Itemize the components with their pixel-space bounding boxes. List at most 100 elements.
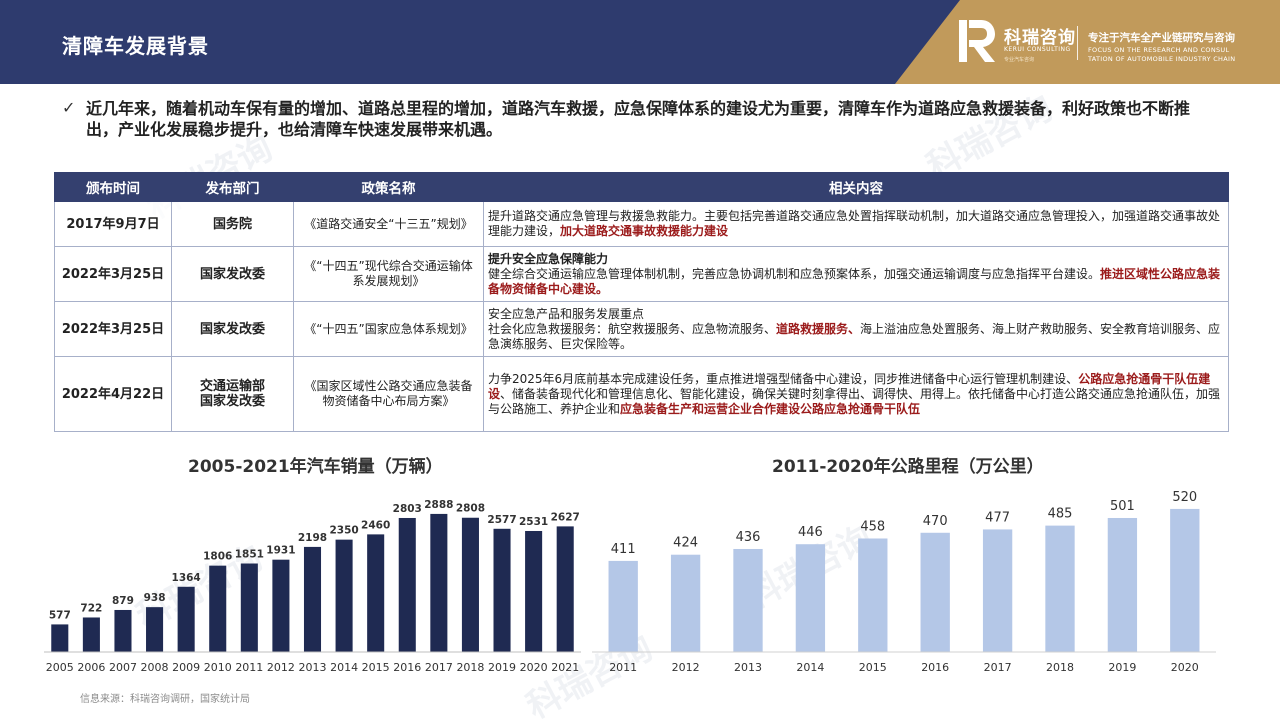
bar — [920, 532, 950, 652]
bar — [114, 609, 132, 652]
bar — [209, 565, 227, 652]
content-text: 海上溢油应急处置服务、海上财产救助服务、安全教育培训服务、应急演练服务、巨灾保险… — [488, 321, 1221, 351]
content-text: 提升安全应急保障能力 — [488, 251, 609, 266]
bar — [733, 548, 763, 652]
bar — [1170, 508, 1200, 652]
page-title: 清障车发展背景 — [62, 34, 209, 58]
table-row: 2022年3月25日 国家发改委 《“十四五”国家应急体系规划》 安全应急产品和服务发… — [54, 301, 1229, 357]
content-text: 安全应急产品和服务发展重点 — [488, 306, 645, 321]
table-row: 2022年4月22日 交通运输部 国家发改委 《国家区域性公路交通应急装备物资储备中心… — [54, 356, 1229, 432]
column-header-department: 发布部门 — [171, 172, 294, 202]
bar — [272, 559, 290, 652]
x-tick-label: 2005 — [46, 661, 74, 674]
bar — [240, 563, 258, 652]
tagline-english-line-2: TATION OF AUTOMOBILE INDUSTRY CHAIN — [1088, 55, 1236, 63]
data-label: 577 — [49, 609, 71, 621]
content-text: 健全综合交通运输应急管理体制机制，完善应急协调机制和应急预案体系，加强交通运输调… — [488, 266, 1101, 281]
cell-date: 2022年3月25日 — [54, 301, 172, 357]
bar — [146, 607, 164, 652]
bar — [982, 529, 1013, 652]
x-tick-label: 2019 — [488, 661, 516, 674]
tagline-english-line-1: FOCUS ON THE RESEARCH AND CONSUL — [1088, 46, 1230, 54]
column-header-policy-name: 政策名称 — [293, 172, 484, 202]
data-label: 520 — [1172, 490, 1197, 505]
data-label: 470 — [923, 514, 948, 529]
x-tick-label: 2011 — [609, 661, 637, 674]
content-text: 提升道路交通应急管理与救援急救能力。主要包括完善道路交通应急处置指挥联动机制，加… — [488, 209, 1221, 238]
bar — [461, 517, 479, 652]
bar — [795, 544, 826, 652]
bar — [430, 513, 448, 652]
bar — [525, 530, 543, 652]
department-name-secondary: 国家发改委 — [199, 394, 265, 409]
bar — [335, 539, 353, 652]
data-label: 1851 — [235, 548, 264, 560]
data-label: 2627 — [551, 511, 580, 523]
highlighted-text: 道路救援服务、 — [776, 321, 861, 336]
data-label: 424 — [673, 536, 698, 551]
cell-policy-name: 《道路交通安全“十三五”规划》 — [293, 201, 484, 247]
bar — [493, 528, 511, 652]
x-tick-label: 2007 — [109, 661, 137, 674]
department-name: 国务院 — [212, 216, 252, 232]
table-body: 2017年9月7日 国务院 《道路交通安全“十三五”规划》 提升道路交通应急管理与救援… — [54, 201, 1229, 432]
data-label: 458 — [860, 519, 885, 534]
table-header-row: 颁布时间 发布部门 政策名称 相关内容 — [54, 172, 1229, 202]
data-label: 446 — [798, 525, 823, 540]
cell-date: 2017年9月7日 — [54, 201, 172, 247]
data-label: 436 — [736, 530, 761, 545]
data-label: 938 — [144, 592, 166, 604]
car-sales-chart: 577 2005 722 2006 879 2007 938 2008 1364 2009 1806… — [44, 499, 581, 674]
cell-date: 2022年4月22日 — [54, 356, 172, 432]
data-label: 485 — [1048, 507, 1073, 522]
cell-department: 国家发改委 — [171, 246, 294, 302]
data-label: 1931 — [266, 545, 295, 557]
data-label: 879 — [112, 595, 134, 607]
data-label: 2808 — [456, 503, 485, 515]
data-label: 1364 — [172, 572, 201, 584]
x-tick-label: 2013 — [299, 661, 327, 674]
department-name: 国家发改委 — [199, 321, 265, 337]
bar — [1107, 517, 1138, 652]
x-tick-label: 2015 — [859, 661, 887, 674]
data-label: 2577 — [487, 514, 516, 526]
bar — [608, 560, 638, 652]
x-tick-label: 2018 — [1046, 661, 1074, 674]
cell-policy-name: 《“十四五”现代综合交通运输体系发展规划》 — [293, 246, 484, 302]
cell-policy-name: 《国家区域性公路交通应急装备物资储备中心布局方案》 — [293, 356, 484, 432]
chart-title-road-mileage: 2011-2020年公路里程（万公里） — [772, 457, 1044, 477]
content-text: 、储备装备现代化和管理信息化、智能化建设，确保关键时刻拿得出、调得快、用得上。依… — [488, 386, 1221, 416]
x-tick-label: 2017 — [425, 661, 453, 674]
cell-content: 提升道路交通应急管理与救援急救能力。主要包括完善道路交通应急处置指挥联动机制，加… — [483, 201, 1229, 247]
bar — [670, 554, 701, 652]
highlighted-text: 加大道路交通事故救援能力建设 — [560, 224, 729, 238]
x-tick-label: 2020 — [1171, 661, 1199, 674]
data-label: 2531 — [519, 516, 548, 528]
data-label: 2198 — [298, 532, 327, 544]
x-tick-label: 2016 — [393, 661, 421, 674]
cell-policy-name: 《“十四五”国家应急体系规划》 — [293, 301, 484, 357]
department-name: 国家发改委 — [199, 266, 265, 282]
x-tick-label: 2010 — [204, 661, 232, 674]
x-tick-label: 2006 — [77, 661, 105, 674]
data-label: 2888 — [424, 499, 453, 511]
bar — [303, 546, 322, 652]
department-name: 交通运输部 — [199, 379, 265, 394]
chart-title-car-sales: 2005-2021年汽车销量（万辆） — [188, 457, 443, 477]
column-header-date: 颁布时间 — [54, 172, 172, 202]
highlighted-text: 公路应急抢通骨干队伍建设 — [488, 371, 1211, 401]
data-label: 477 — [985, 510, 1010, 525]
bar — [398, 517, 416, 652]
data-label: 722 — [80, 602, 102, 614]
bar — [177, 586, 195, 652]
road-mileage-chart: 411 2011 424 2012 436 2013 446 2014 458 2015 470 20… — [592, 490, 1216, 674]
brand-divider — [1077, 26, 1078, 60]
x-tick-label: 2011 — [235, 661, 263, 674]
policy-table: 颁布时间 发布部门 政策名称 相关内容 2017年9月7日 国务院 《道路交通安全“… — [54, 172, 1229, 432]
x-tick-label: 2018 — [456, 661, 484, 674]
x-tick-label: 2014 — [796, 661, 824, 674]
data-label: 2803 — [393, 503, 422, 515]
x-tick-label: 2014 — [330, 661, 358, 674]
table-row: 2017年9月7日 国务院 《道路交通安全“十三五”规划》 提升道路交通应急管理与救援… — [54, 201, 1229, 247]
bar — [556, 526, 574, 652]
